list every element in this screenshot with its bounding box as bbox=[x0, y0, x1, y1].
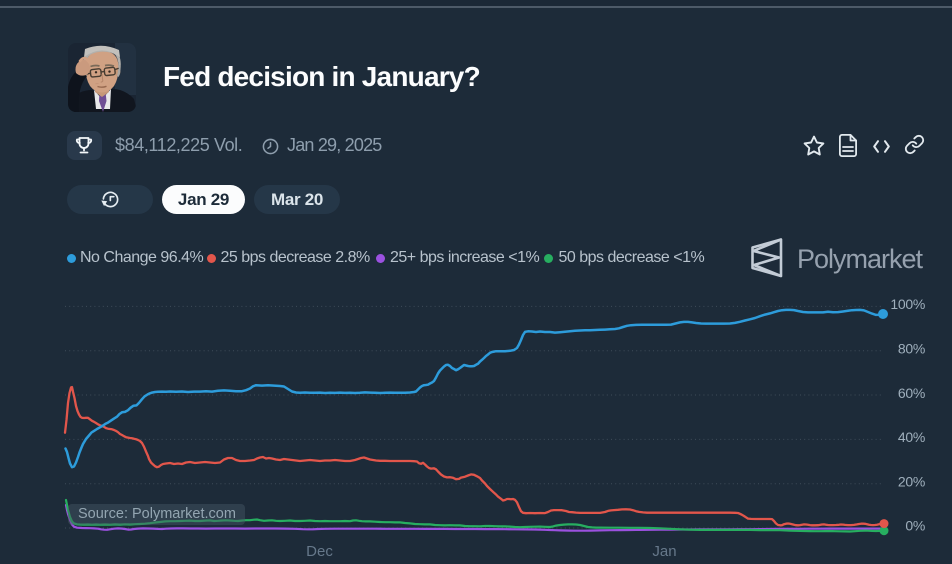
svg-text:100%: 100% bbox=[890, 296, 925, 312]
svg-text:0%: 0% bbox=[905, 518, 925, 534]
svg-text:Jan: Jan bbox=[652, 543, 676, 560]
svg-text:60%: 60% bbox=[898, 385, 925, 401]
svg-text:Dec: Dec bbox=[306, 543, 333, 560]
svg-text:40%: 40% bbox=[898, 429, 925, 445]
svg-text:20%: 20% bbox=[898, 473, 925, 489]
svg-text:80%: 80% bbox=[898, 341, 925, 357]
